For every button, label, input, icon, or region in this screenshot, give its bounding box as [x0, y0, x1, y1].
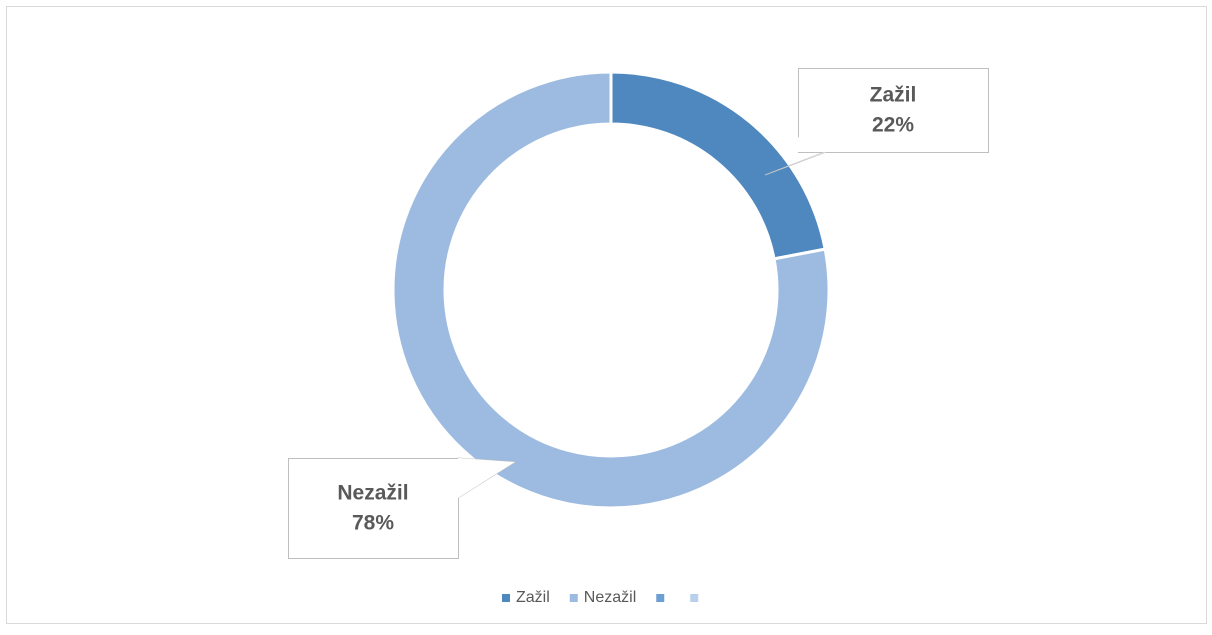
data-label-value: 22% — [872, 114, 914, 137]
callout-box — [798, 68, 989, 153]
data-label-name: Nezažil — [337, 482, 408, 505]
legend-marker — [569, 594, 578, 602]
legend-marker — [502, 594, 510, 602]
callout-pointer-cover — [765, 137, 830, 175]
legend-marker — [656, 594, 665, 602]
slice — [391, 70, 831, 510]
callout-pointer-cover — [458, 458, 515, 498]
legend-label: Zažil — [516, 589, 550, 606]
data-label-name: Zažil — [870, 84, 917, 107]
data-label-value: 78% — [352, 512, 394, 535]
callout-box — [288, 458, 459, 559]
legend-marker — [690, 594, 699, 602]
legend-label: Nezažil — [584, 589, 636, 606]
